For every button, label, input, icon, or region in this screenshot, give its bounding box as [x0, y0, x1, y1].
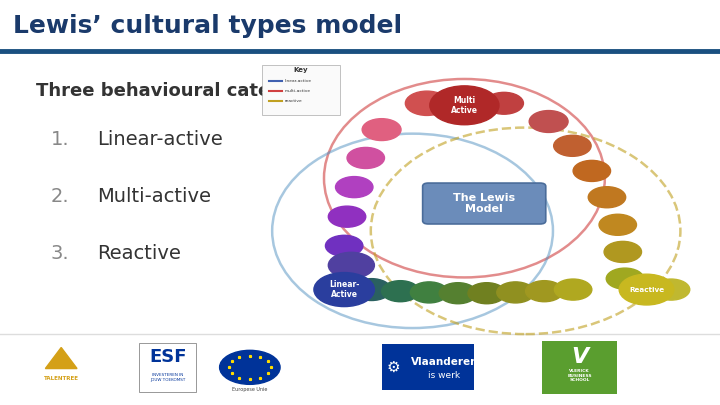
Circle shape — [328, 252, 374, 278]
Circle shape — [314, 273, 374, 307]
Circle shape — [352, 279, 391, 301]
Polygon shape — [45, 347, 77, 369]
Circle shape — [439, 283, 477, 304]
Text: Europese Unie: Europese Unie — [232, 387, 268, 392]
Text: TALENTREE: TALENTREE — [44, 376, 78, 381]
Circle shape — [220, 350, 280, 384]
Circle shape — [652, 279, 690, 300]
Text: Key: Key — [294, 67, 308, 72]
Text: Reactive: Reactive — [97, 244, 181, 262]
Circle shape — [405, 91, 449, 115]
Text: Lewis’ cultural types model: Lewis’ cultural types model — [13, 14, 402, 38]
Text: Reactive: Reactive — [629, 287, 664, 292]
Circle shape — [362, 119, 401, 141]
Circle shape — [485, 92, 523, 114]
Text: Vlaanderen: Vlaanderen — [410, 357, 478, 367]
Text: is werk: is werk — [428, 371, 460, 380]
Circle shape — [382, 281, 419, 302]
Circle shape — [325, 235, 363, 256]
Circle shape — [606, 268, 644, 289]
Text: reactive: reactive — [284, 99, 302, 103]
Text: linear-active: linear-active — [284, 79, 312, 83]
Text: Multi
Active: Multi Active — [451, 96, 478, 115]
Circle shape — [604, 241, 642, 262]
Text: Multi-active: Multi-active — [97, 187, 211, 206]
Text: 1.: 1. — [50, 130, 69, 149]
FancyBboxPatch shape — [382, 344, 474, 390]
Text: ⚙: ⚙ — [387, 360, 400, 375]
Text: 2.: 2. — [50, 187, 69, 206]
Circle shape — [599, 214, 636, 235]
Circle shape — [619, 274, 674, 305]
Text: V: V — [571, 347, 588, 367]
FancyBboxPatch shape — [542, 341, 617, 394]
Circle shape — [554, 279, 592, 300]
Text: ESF: ESF — [149, 348, 186, 366]
Circle shape — [497, 282, 534, 303]
Circle shape — [336, 177, 373, 198]
FancyBboxPatch shape — [423, 183, 546, 224]
Circle shape — [347, 147, 384, 168]
Text: INVESTEREN IN
JOUW TOEKOMST: INVESTEREN IN JOUW TOEKOMST — [150, 373, 186, 382]
Circle shape — [573, 160, 611, 181]
Circle shape — [526, 281, 563, 302]
Text: The Lewis
Model: The Lewis Model — [453, 193, 516, 214]
Text: Linear-active: Linear-active — [97, 130, 223, 149]
Text: multi-active: multi-active — [284, 89, 310, 93]
Circle shape — [328, 206, 366, 227]
Circle shape — [554, 135, 591, 156]
FancyBboxPatch shape — [139, 343, 196, 392]
Text: Three behavioural categories:: Three behavioural categories: — [36, 82, 341, 100]
Circle shape — [529, 111, 568, 132]
Text: 3.: 3. — [50, 244, 69, 262]
Circle shape — [468, 283, 505, 304]
Circle shape — [588, 187, 626, 208]
Text: VLERICK
BUSINESS
SCHOOL: VLERICK BUSINESS SCHOOL — [567, 369, 592, 382]
Text: Linear-
Active: Linear- Active — [329, 280, 359, 299]
Circle shape — [410, 282, 448, 303]
Circle shape — [430, 86, 499, 125]
FancyBboxPatch shape — [262, 65, 340, 115]
